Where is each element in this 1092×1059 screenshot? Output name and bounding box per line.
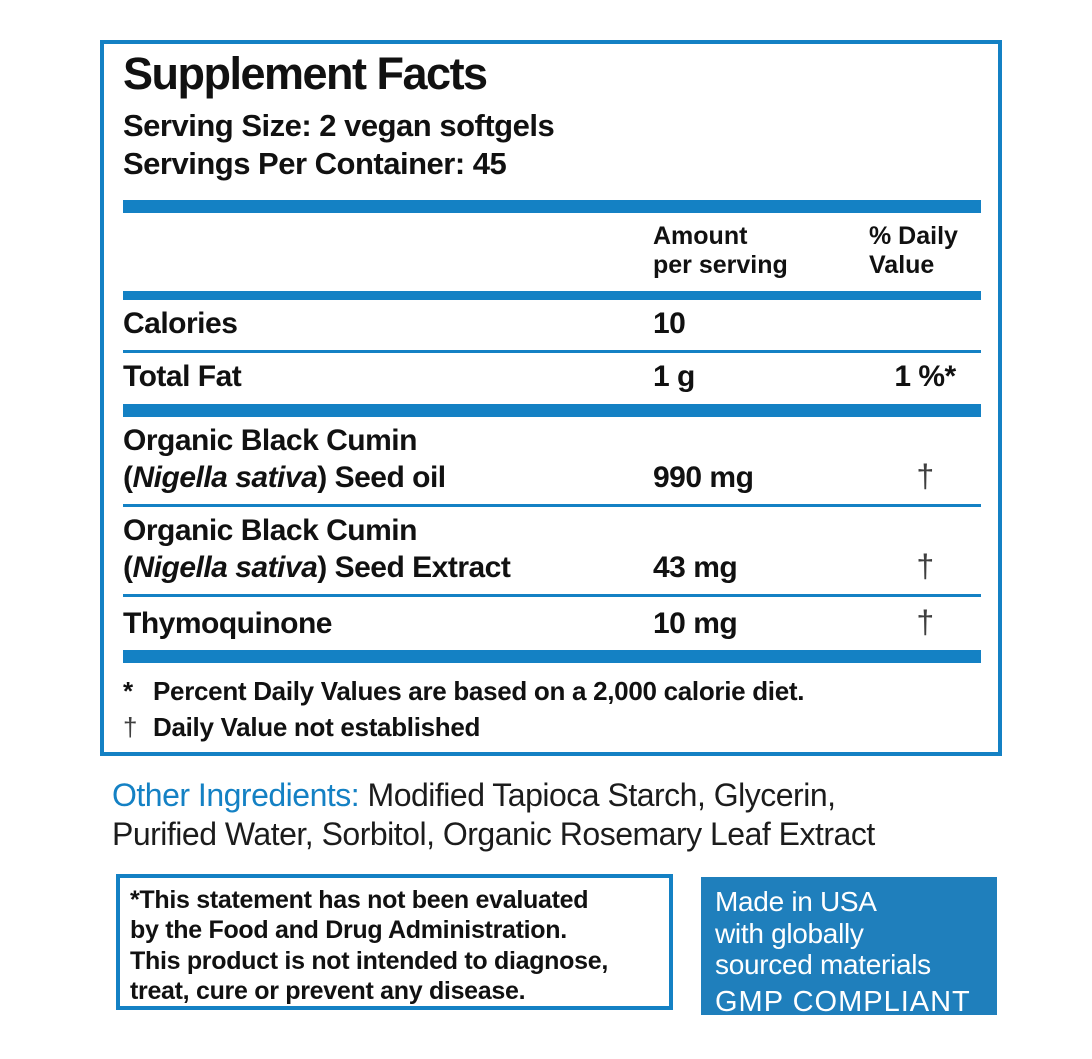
- amount-value: 43 mg: [653, 550, 738, 584]
- nutrient-name-line1: Organic Black Cumin: [123, 514, 417, 548]
- made-in-line: sourced materials: [715, 949, 931, 981]
- amount-value: 990 mg: [653, 460, 754, 494]
- nutrient-row-calories: Calories 10: [123, 300, 981, 351]
- divider-medium: [123, 290, 981, 300]
- disclaimer-line: This product is not intended to diagnose…: [130, 946, 608, 975]
- column-header-daily-value: % Daily Value: [869, 221, 958, 280]
- footnote-not-established: † Daily Value not established: [123, 711, 981, 744]
- panel-title: Supplement Facts: [123, 48, 488, 99]
- divider-thick: [123, 404, 981, 418]
- gmp-compliant-label: GMP COMPLIANT: [715, 985, 971, 1018]
- disclaimer-line: by the Food and Drug Administration.: [130, 916, 567, 945]
- footnote-text: Daily Value not established: [153, 711, 481, 742]
- made-in-line: Made in USA: [715, 886, 877, 917]
- nutrient-name-line1: Organic Black Cumin: [123, 424, 417, 458]
- amount-value: 10 mg: [653, 606, 738, 640]
- column-header-amount: Amount per serving: [653, 221, 788, 280]
- other-ingredients-label: Other Ingredients:: [112, 777, 360, 813]
- other-ingredients-line1: Modified Tapioca Starch, Glycerin,: [359, 777, 836, 813]
- asterisk-marker: *: [123, 676, 133, 707]
- supplement-facts-panel: Supplement Facts Serving Size: 2 vegan s…: [100, 40, 1002, 756]
- divider-thin: [123, 504, 981, 508]
- disclaimer-line: treat, cure or prevent any disease.: [130, 976, 526, 1005]
- nutrient-row-seed-extract: Organic Black Cumin (Nigella sativa) See…: [123, 507, 981, 594]
- nutrient-name: Total Fat: [123, 360, 242, 394]
- nutrient-name: Thymoquinone: [123, 606, 332, 640]
- amount-value: 10: [653, 306, 686, 340]
- nutrient-name: Organic Black Cumin (Nigella sativa) See…: [123, 513, 653, 586]
- latin-name: Nigella sativa: [132, 460, 318, 494]
- dagger-marker: †: [123, 711, 138, 742]
- column-header-row: Amount per serving % Daily Value: [123, 213, 981, 291]
- nutrient-name-line2: (Nigella sativa) Seed oil: [123, 460, 446, 494]
- fda-disclaimer-box: *This statement has not been evaluated b…: [116, 874, 673, 1010]
- amount-value: 1 g: [653, 360, 695, 394]
- made-in-line: with globally: [715, 917, 864, 949]
- dagger-icon: †: [916, 548, 934, 585]
- nutrient-row-total-fat: Total Fat 1 g 1 %*: [123, 353, 981, 404]
- divider-thin: [123, 350, 981, 354]
- nutrient-name: Organic Black Cumin (Nigella sativa) See…: [123, 423, 653, 496]
- footnote-text: Percent Daily Values are based on a 2,00…: [153, 676, 805, 707]
- other-ingredients-line2: Purified Water, Sorbitol, Organic Rosema…: [112, 816, 875, 853]
- latin-name: Nigella sativa: [132, 550, 318, 584]
- divider-thick: [123, 650, 981, 664]
- column-header-spacer: [123, 222, 653, 281]
- nutrient-row-seed-oil: Organic Black Cumin (Nigella sativa) See…: [123, 417, 981, 504]
- daily-value: 1 %*: [894, 360, 956, 394]
- footnote-daily-values: * Percent Daily Values are based on a 2,…: [123, 675, 981, 708]
- other-ingredients: Other Ingredients: Modified Tapioca Star…: [112, 776, 1092, 854]
- footnote-block: * Percent Daily Values are based on a 2,…: [123, 675, 981, 743]
- disclaimer-line: *This statement has not been evaluated: [130, 886, 589, 914]
- nutrient-name-line2: (Nigella sativa) Seed Extract: [123, 550, 511, 584]
- dagger-icon: †: [916, 458, 934, 495]
- dagger-icon: †: [916, 604, 934, 641]
- divider-thick: [123, 199, 981, 213]
- nutrient-row-thymoquinone: Thymoquinone 10 mg †: [123, 597, 981, 650]
- divider-thin: [123, 594, 981, 598]
- made-in-usa-box: Made in USA with globally sourced materi…: [701, 877, 997, 1018]
- nutrient-name: Calories: [123, 306, 238, 340]
- serving-size: Serving Size: 2 vegan softgels: [123, 107, 555, 143]
- servings-per-container: Servings Per Container: 45: [123, 146, 507, 182]
